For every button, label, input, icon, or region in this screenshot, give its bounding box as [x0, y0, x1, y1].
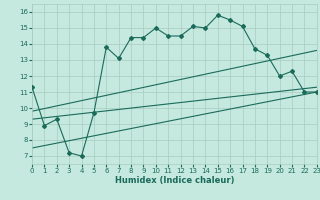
- X-axis label: Humidex (Indice chaleur): Humidex (Indice chaleur): [115, 176, 234, 185]
